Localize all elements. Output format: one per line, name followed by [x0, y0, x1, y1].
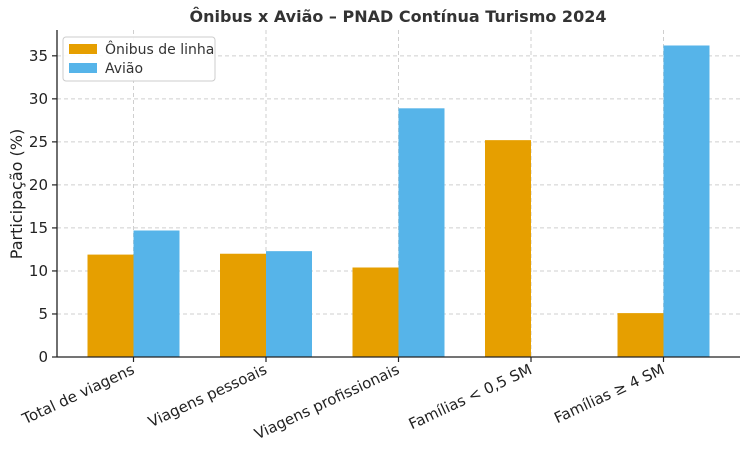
x-tick-labels: Total de viagens Viagens pessoaisViagens …	[18, 360, 667, 443]
legend-box	[62, 36, 216, 82]
bar	[398, 108, 445, 357]
y-tick-label: 35	[29, 47, 48, 65]
y-tick-label: 20	[29, 176, 48, 194]
y-tick-label: 25	[29, 133, 48, 151]
legend-label: Avião	[105, 61, 143, 77]
y-tick-label: 5	[38, 305, 48, 323]
bar	[220, 253, 266, 357]
bar	[352, 267, 399, 357]
legend-swatch	[69, 44, 97, 54]
axes-layer	[52, 30, 740, 362]
legend: Ônibus de linha Avião	[62, 36, 216, 82]
y-tick-labels: 0 5 10 15 20 25 30 35	[29, 47, 48, 366]
legend-label: Ônibus de linha	[105, 40, 214, 58]
chart-title: Ônibus x Avião – PNAD Contínua Turismo 2…	[190, 7, 607, 26]
bar	[133, 230, 180, 357]
y-tick-label: 15	[29, 219, 48, 237]
bar	[617, 313, 664, 357]
x-tick-label: Famílias < 0,5 SM	[406, 360, 535, 433]
y-tick-label: 10	[29, 262, 48, 280]
x-tick-label: Famílias ≥ 4 SM	[551, 360, 667, 427]
bar	[266, 251, 312, 357]
y-tick-label: 30	[29, 90, 48, 108]
x-tick-label: Viagens profissionais	[252, 360, 403, 443]
x-tick-label: Total de viagens	[18, 360, 137, 428]
bar	[87, 254, 134, 357]
bar	[663, 45, 710, 358]
x-tick-label: Viagens pessoais	[145, 360, 270, 431]
y-axis-label: Participação (%)	[7, 129, 26, 259]
legend-swatch	[69, 63, 97, 73]
y-tick-label: 0	[38, 348, 48, 366]
bars-layer	[87, 45, 710, 358]
bar	[485, 140, 531, 357]
